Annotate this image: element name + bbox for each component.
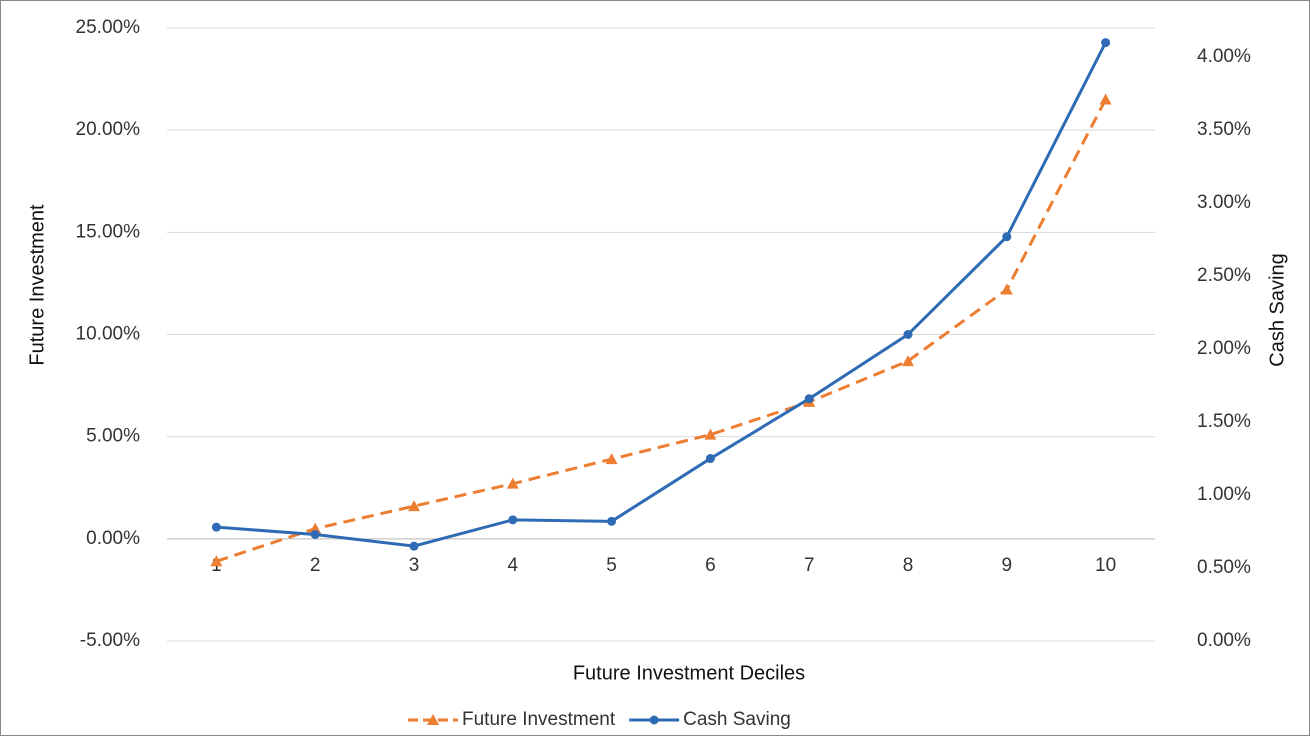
y2-tick-label: 4.00% [1197,46,1251,67]
y-tick-label: 25.00% [76,17,141,38]
data-point [1099,93,1112,105]
legend-marker [427,714,439,725]
x-tick-label: 5 [606,555,617,576]
y-tick-label: 5.00% [86,426,140,447]
y-tick-label: -5.00% [80,630,140,651]
x-tick-label: 2 [310,555,321,576]
legend-marker [649,715,659,725]
y2-tick-label: 1.50% [1197,411,1251,432]
data-point [903,330,913,339]
data-point [309,522,322,534]
x-tick-label: 6 [705,555,716,576]
y2-tick-label: 1.00% [1197,484,1251,505]
x-tick-label: 9 [1002,555,1013,576]
data-point [607,516,617,526]
y-tick-label: 20.00% [76,119,141,140]
data-point [902,355,914,367]
x-tick-label: 7 [804,555,815,576]
x-tick-label: 10 [1095,555,1116,576]
x-tick-label: 8 [903,555,914,576]
data-point [506,477,519,489]
data-point [704,428,717,440]
data-point [1002,232,1012,242]
y2-tick-label: 0.50% [1197,557,1251,578]
y-tick-label: 10.00% [76,324,141,345]
y2-tick-label: 2.50% [1197,265,1251,286]
data-point [1101,38,1111,48]
legend-label: Future Investment [462,709,616,730]
data-point [605,453,618,465]
y2-tick-label: 3.50% [1197,119,1251,140]
x-axis-title: Future Investment Deciles [573,662,805,684]
y2-tick-label: 3.00% [1197,192,1251,213]
legend-label: Cash Saving [683,709,791,730]
y2-axis-title: Cash Saving [1266,253,1288,366]
series-line [215,98,1107,563]
data-point [804,394,814,404]
y-tick-label: 0.00% [86,528,140,549]
data-point [508,515,518,525]
data-point [210,555,223,567]
y-axis-title: Future Investment [26,204,48,366]
data-point [1000,283,1013,295]
data-point [310,529,320,539]
data-point [409,541,419,551]
series-line [216,41,1107,548]
x-tick-label: 3 [409,555,420,576]
data-point [211,522,221,532]
y-tick-label: 15.00% [76,221,141,242]
x-tick-label: 4 [508,555,519,576]
y2-tick-label: 0.00% [1197,630,1251,651]
data-point [408,500,420,512]
y2-tick-label: 2.00% [1197,338,1251,359]
data-point [705,454,715,464]
